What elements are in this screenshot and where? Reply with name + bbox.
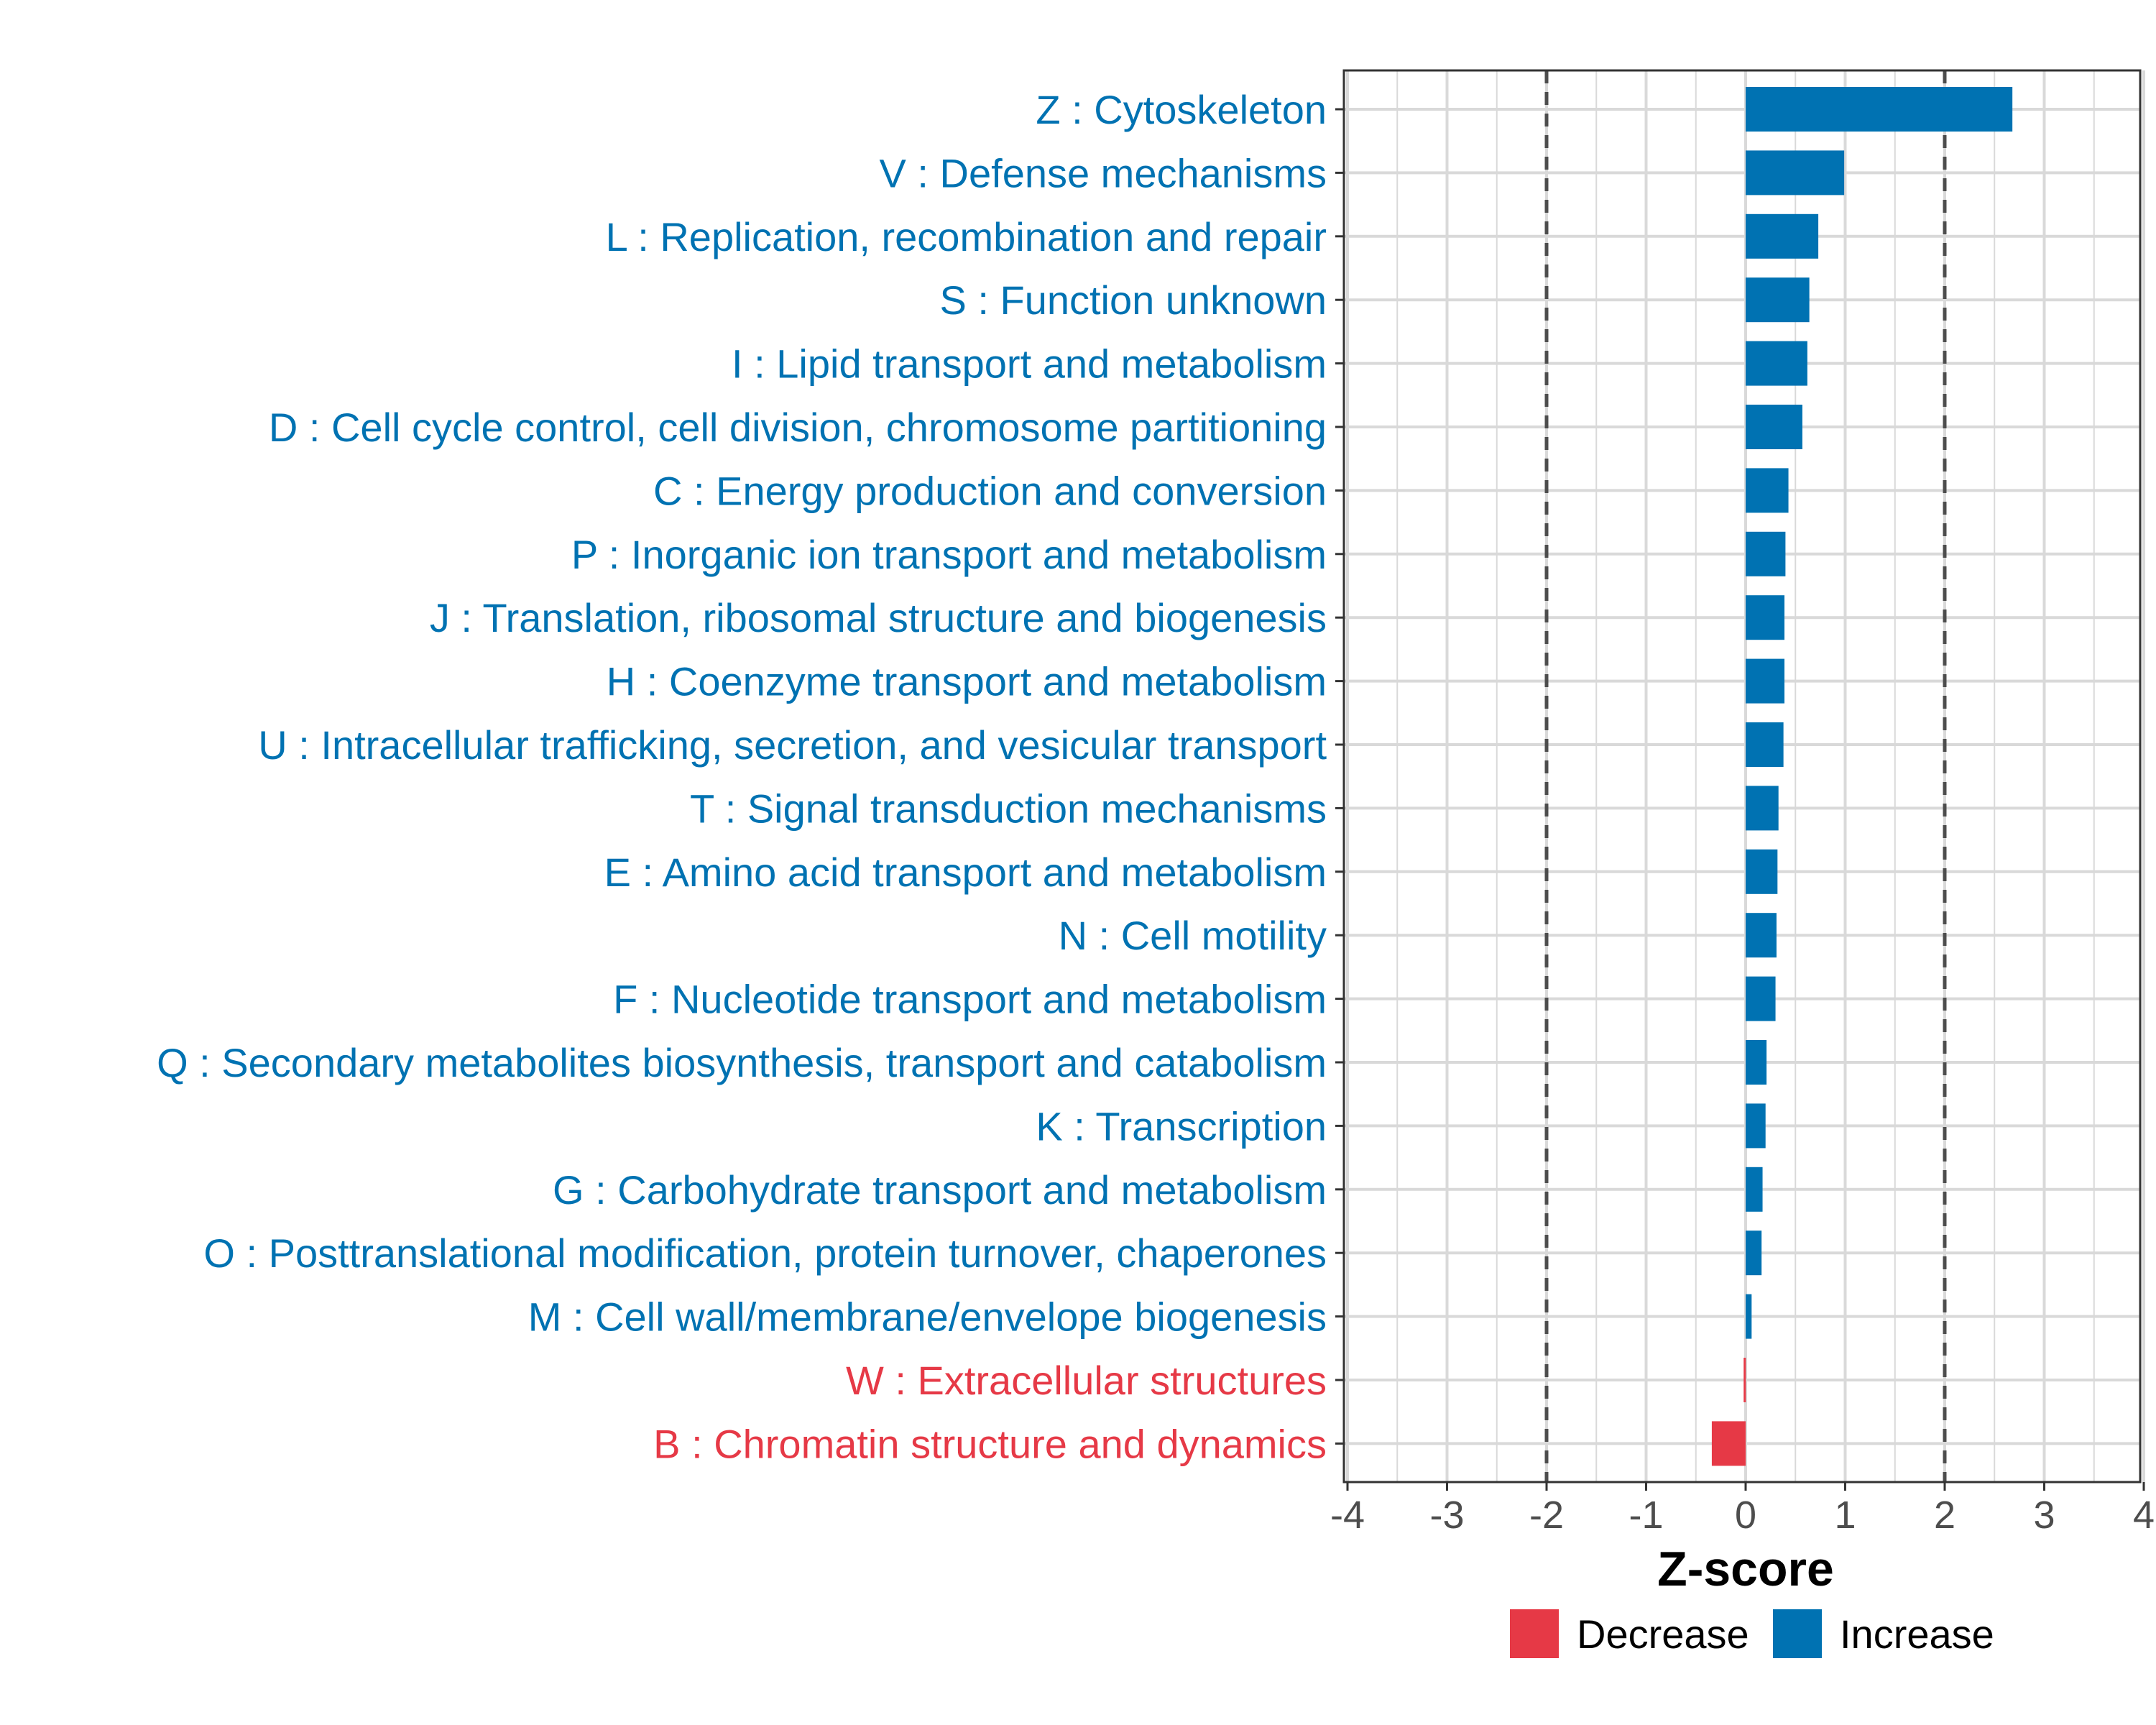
bar xyxy=(1746,531,1786,576)
bar xyxy=(1746,87,2013,132)
bar xyxy=(1746,976,1776,1021)
category-label: I : Lipid transport and metabolism xyxy=(732,341,1327,387)
x-tick-label: -4 xyxy=(1330,1494,1365,1537)
legend-label-increase: Increase xyxy=(1840,1611,1994,1657)
category-label: W : Extracellular structures xyxy=(846,1358,1327,1403)
legend-label-decrease: Decrease xyxy=(1577,1611,1749,1657)
category-label: U : Intracellular trafficking, secretion… xyxy=(258,722,1327,768)
category-label: O : Posttranslational modification, prot… xyxy=(203,1230,1327,1276)
category-label: F : Nucleotide transport and metabolism xyxy=(613,977,1327,1022)
category-label: V : Defense mechanisms xyxy=(880,150,1327,196)
category-label: P : Inorganic ion transport and metaboli… xyxy=(571,532,1327,577)
bar xyxy=(1746,849,1778,894)
legend-swatch-decrease xyxy=(1510,1609,1559,1658)
category-label: K : Transcription xyxy=(1036,1103,1327,1149)
category-label: D : Cell cycle control, cell division, c… xyxy=(269,405,1327,450)
bar xyxy=(1746,722,1784,767)
x-tick-label: 0 xyxy=(1735,1494,1756,1537)
bar xyxy=(1746,1230,1762,1276)
bar xyxy=(1746,1294,1752,1339)
category-label: L : Replication, recombination and repai… xyxy=(606,214,1327,259)
bar xyxy=(1746,277,1810,323)
y-axis-labels: Z : Cytoskeleton V : Defense mechanisms L … xyxy=(157,87,1327,1466)
grid-lines xyxy=(1344,70,2145,1482)
category-label: H : Coenzyme transport and metabolism xyxy=(607,659,1327,704)
x-axis-title: Z-score xyxy=(1657,1542,1834,1596)
bar xyxy=(1746,786,1779,831)
category-label: Q : Secondary metabolites biosynthesis, … xyxy=(157,1040,1327,1085)
category-label: B : Chromatin structure and dynamics xyxy=(653,1421,1327,1466)
category-label: M : Cell wall/membrane/envelope biogenes… xyxy=(528,1294,1327,1340)
bar xyxy=(1746,341,1807,386)
category-label: G : Carbohydrate transport and metabolis… xyxy=(553,1167,1327,1213)
x-tick-label: 1 xyxy=(1834,1494,1856,1537)
bar xyxy=(1746,213,1819,259)
x-axis-ticks xyxy=(1346,1482,2145,1491)
bar xyxy=(1746,150,1845,196)
bar xyxy=(1743,1358,1746,1402)
x-tick-label: -2 xyxy=(1529,1494,1564,1537)
x-tick-label: 3 xyxy=(2033,1494,2055,1537)
category-label: E : Amino acid transport and metabolism xyxy=(604,850,1327,895)
panel-border xyxy=(1342,69,2142,1484)
bar xyxy=(1746,405,1802,449)
x-tick-label: 4 xyxy=(2133,1494,2155,1537)
legend-swatch-increase xyxy=(1773,1609,1822,1658)
x-tick-label: 2 xyxy=(1934,1494,1955,1537)
bar xyxy=(1746,1167,1763,1212)
category-label: J : Translation, ribosomal structure and… xyxy=(430,595,1327,640)
x-tick-label: -1 xyxy=(1628,1494,1663,1537)
category-label: N : Cell motility xyxy=(1059,913,1327,958)
x-axis-tick-labels: -4 -3 -2 -1 0 1 2 3 4 xyxy=(1330,1494,2155,1537)
reference-lines xyxy=(1544,70,1947,1482)
bar xyxy=(1746,468,1789,513)
bar xyxy=(1746,1040,1767,1085)
bar xyxy=(1746,595,1785,640)
y-axis-ticks xyxy=(1335,108,1344,1445)
category-label: C : Energy production and conversion xyxy=(653,468,1327,513)
bar xyxy=(1746,913,1777,958)
category-label: S : Function unknown xyxy=(939,277,1327,323)
category-label: Z : Cytoskeleton xyxy=(1036,87,1327,132)
bar xyxy=(1711,1421,1746,1466)
bars xyxy=(1711,87,2013,1466)
legend: Decrease Increase xyxy=(1510,1609,1994,1658)
category-label: T : Signal transduction mechanisms xyxy=(690,786,1327,831)
bar xyxy=(1746,658,1785,704)
x-tick-label: -3 xyxy=(1429,1494,1464,1537)
bar xyxy=(1746,1103,1766,1149)
